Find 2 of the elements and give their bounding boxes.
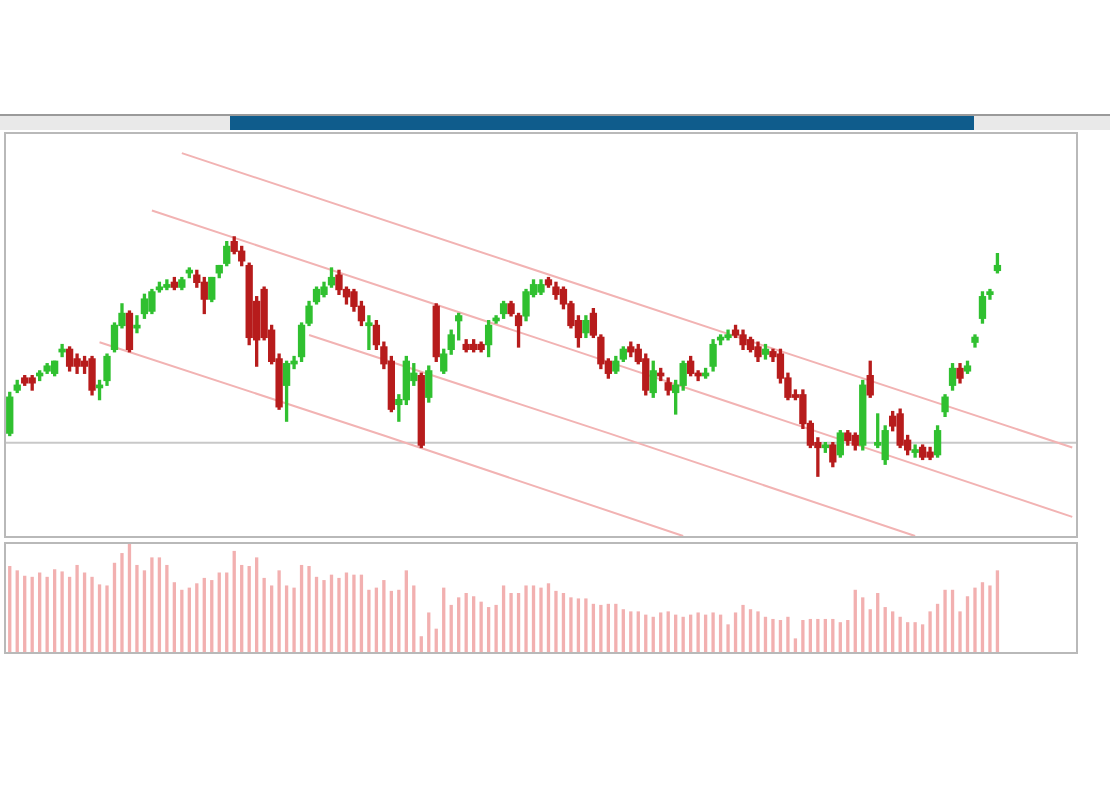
candlestick <box>365 315 373 351</box>
candlestick <box>911 444 919 458</box>
